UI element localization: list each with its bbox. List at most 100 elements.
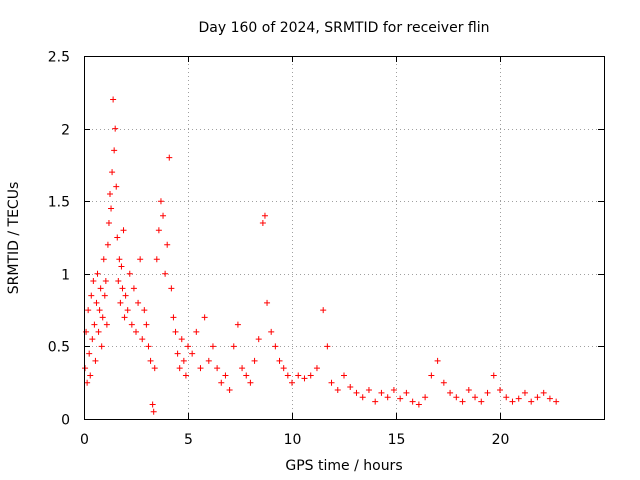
data-point <box>478 398 485 405</box>
x-tick-label: 0 <box>80 432 89 448</box>
data-point <box>372 398 379 405</box>
data-point <box>164 241 171 248</box>
data-point <box>149 401 156 408</box>
data-point <box>170 314 177 321</box>
data-point <box>264 299 271 306</box>
data-point <box>226 386 233 393</box>
data-point <box>162 270 169 277</box>
data-point <box>222 372 229 379</box>
data-point <box>160 212 167 219</box>
data-point <box>324 343 331 350</box>
data-point <box>110 96 117 103</box>
data-point <box>384 394 391 401</box>
data-point <box>390 386 397 393</box>
data-point <box>378 389 385 396</box>
data-point <box>114 234 121 241</box>
data-point <box>189 350 196 357</box>
y-tick-label: 1.5 <box>48 195 70 211</box>
data-point <box>313 365 320 372</box>
data-point <box>102 278 109 285</box>
data-point <box>459 398 466 405</box>
data-point <box>115 278 122 285</box>
data-point <box>98 343 105 350</box>
chart-title: Day 160 of 2024, SRMTID for receiver fli… <box>199 20 490 36</box>
y-tick-label: 1 <box>61 268 70 284</box>
data-point <box>119 285 126 292</box>
data-point <box>209 343 216 350</box>
data-point <box>472 394 479 401</box>
data-point <box>214 365 221 372</box>
data-point <box>135 299 142 306</box>
data-point <box>409 398 416 405</box>
data-point <box>239 365 246 372</box>
data-point <box>116 256 123 263</box>
data-point <box>133 328 139 335</box>
y-tick-label: 2.5 <box>48 50 70 66</box>
data-point <box>157 198 164 205</box>
data-point <box>415 401 422 408</box>
data-point <box>84 379 91 386</box>
data-point <box>295 372 302 379</box>
data-point <box>103 321 110 328</box>
data-point <box>124 307 131 314</box>
data-point <box>234 321 241 328</box>
data-point <box>82 365 89 372</box>
data-point <box>422 394 429 401</box>
data-point <box>320 307 327 314</box>
data-point <box>353 389 360 396</box>
data-point <box>94 270 101 277</box>
data-point <box>85 307 92 314</box>
data-point <box>259 219 266 226</box>
data-point <box>147 357 154 364</box>
data-point <box>440 379 447 386</box>
data-point <box>143 321 150 328</box>
data-point <box>108 205 115 212</box>
data-point <box>155 227 162 234</box>
data-point <box>218 379 225 386</box>
data-point <box>178 336 185 343</box>
data-point <box>174 350 181 357</box>
y-tick-label: 0.5 <box>48 340 70 356</box>
data-point <box>113 183 120 190</box>
data-point <box>89 336 96 343</box>
data-point <box>111 147 118 154</box>
data-point <box>268 328 275 335</box>
x-tick-label: 5 <box>184 432 193 448</box>
data-point <box>137 256 144 263</box>
data-point <box>91 321 98 328</box>
data-point <box>118 263 125 270</box>
data-point <box>307 372 314 379</box>
data-point <box>497 386 503 393</box>
data-point <box>109 169 116 176</box>
data-point <box>86 350 93 357</box>
data-point <box>126 270 133 277</box>
data-point <box>95 328 102 335</box>
data-point <box>434 357 441 364</box>
data-point <box>247 379 254 386</box>
data-point <box>490 372 497 379</box>
data-point <box>88 292 95 299</box>
data-point <box>99 314 106 321</box>
data-point <box>90 278 97 285</box>
data-point <box>509 398 516 405</box>
data-point <box>334 386 341 393</box>
data-point <box>403 389 410 396</box>
data-point <box>182 372 189 379</box>
grid <box>84 56 604 419</box>
x-tick-labels: 0 5 10 15 20 <box>80 432 509 448</box>
data-point <box>230 343 237 350</box>
data-point <box>104 241 111 248</box>
data-point <box>515 395 522 402</box>
data-point <box>428 372 435 379</box>
data-point <box>107 190 113 197</box>
data-point <box>105 219 112 226</box>
axis-ticks <box>84 56 604 420</box>
data-point <box>553 398 560 405</box>
data-point <box>341 372 347 379</box>
data-points <box>82 96 560 415</box>
data-point <box>176 365 183 372</box>
data-point <box>465 386 472 393</box>
data-point <box>365 386 372 393</box>
x-tick-label: 20 <box>492 432 510 448</box>
